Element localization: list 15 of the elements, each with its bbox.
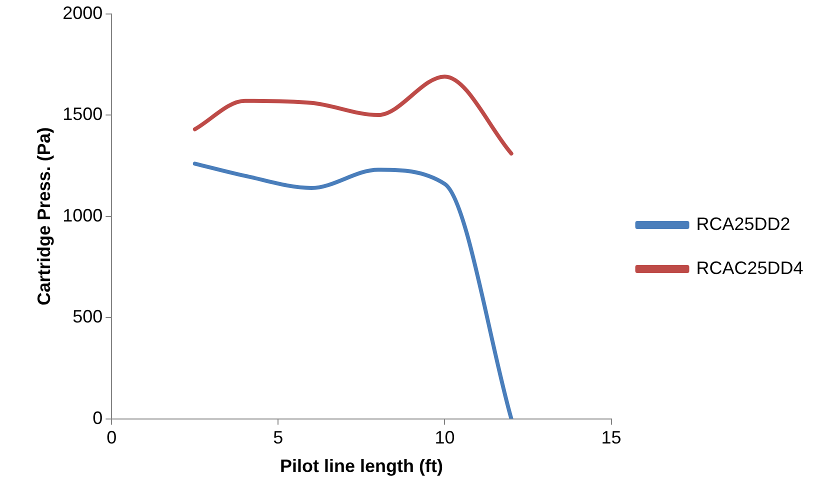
y-tick-label: 0 (92, 408, 103, 428)
x-tick-label: 10 (434, 428, 455, 448)
legend-label: RCA25DD2 (696, 214, 790, 234)
x-axis-title: Pilot line length (ft) (280, 456, 443, 476)
x-tick-label: 5 (273, 428, 284, 448)
y-tick-label: 1500 (62, 104, 103, 124)
y-tick-label: 1000 (62, 205, 103, 226)
line-series (192, 162, 514, 419)
y-axis-title: Cartridge Press. (Pa) (34, 127, 54, 306)
x-tick-label: 0 (106, 428, 117, 448)
line-series (192, 74, 514, 156)
y-tick-label: 500 (72, 306, 103, 327)
x-tick-label: 15 (601, 428, 622, 448)
legend-label: RCAC25DD4 (696, 258, 804, 278)
y-tick-label: 2000 (62, 2, 103, 23)
